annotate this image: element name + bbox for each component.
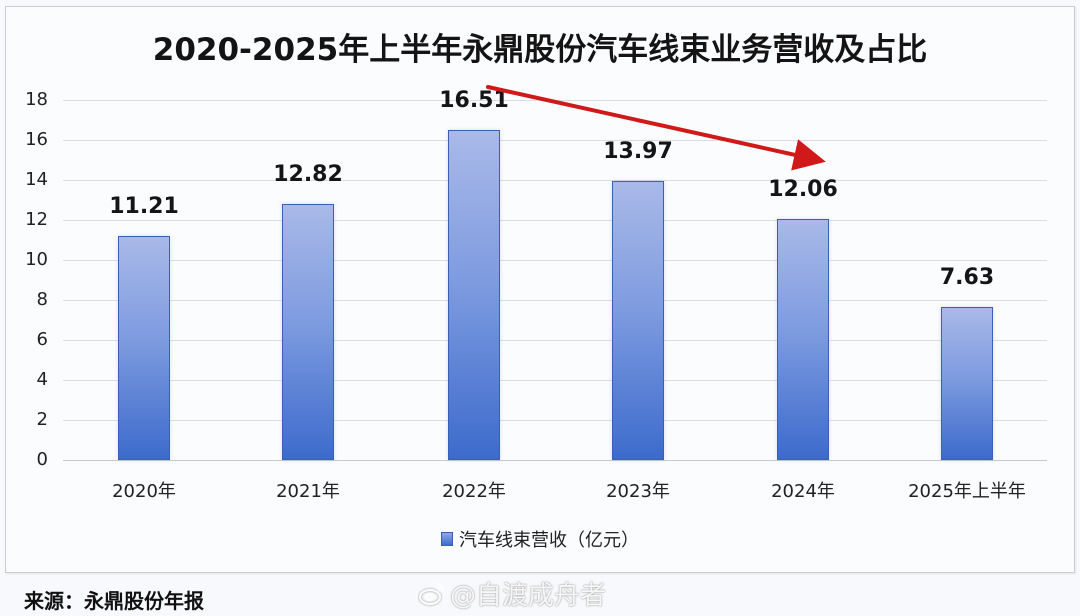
gridline [63,260,1047,261]
source-note: 来源：永鼎股份年报 [24,589,204,613]
data-label: 13.97 [603,138,673,164]
y-tick-label: 18 [25,89,48,110]
y-tick-label: 2 [36,409,48,430]
bar [612,180,664,460]
data-label: 7.63 [939,265,995,291]
data-label: 12.06 [768,176,838,202]
x-tick-label: 2022年 [442,481,506,502]
data-label: 16.51 [439,87,509,113]
y-tick-label: 16 [25,129,48,150]
y-tick-label: 6 [36,329,48,350]
bar [941,307,993,460]
gridline [63,180,1047,181]
y-tick-label: 14 [25,169,48,190]
legend-swatch-icon [441,532,453,546]
gridline [63,380,1047,381]
y-tick-label: 0 [36,449,48,470]
x-tick-label: 2020年 [112,481,176,502]
bar [448,129,500,460]
legend-label: 汽车线束营收（亿元） [459,530,639,551]
y-tick-label: 12 [25,209,48,230]
y-tick-label: 10 [25,249,48,270]
watermark: @自渡成舟者 [418,575,606,612]
gridline [63,140,1047,141]
gridline [63,220,1047,221]
gridline [63,340,1047,341]
bar [777,218,829,460]
watermark-text: @自渡成舟者 [450,581,607,611]
bar [118,235,170,460]
x-tick-label: 2024年 [771,481,835,502]
chart-legend: 汽车线束营收（亿元） [0,526,1080,552]
bar [282,203,334,460]
gridline [63,460,1047,461]
y-tick-label: 4 [36,369,48,390]
y-tick-label: 8 [36,289,48,310]
x-tick-label: 2021年 [276,481,340,502]
data-label: 12.82 [273,161,343,187]
weibo-logo-icon [418,582,444,605]
chart-title: 2020-2025年上半年永鼎股份汽车线束业务营收及占比 [152,32,928,68]
data-label: 11.21 [109,193,179,219]
gridline [63,420,1047,421]
x-tick-label: 2025年上半年 [908,481,1026,502]
gridline [63,300,1047,301]
x-tick-label: 2023年 [606,481,670,502]
